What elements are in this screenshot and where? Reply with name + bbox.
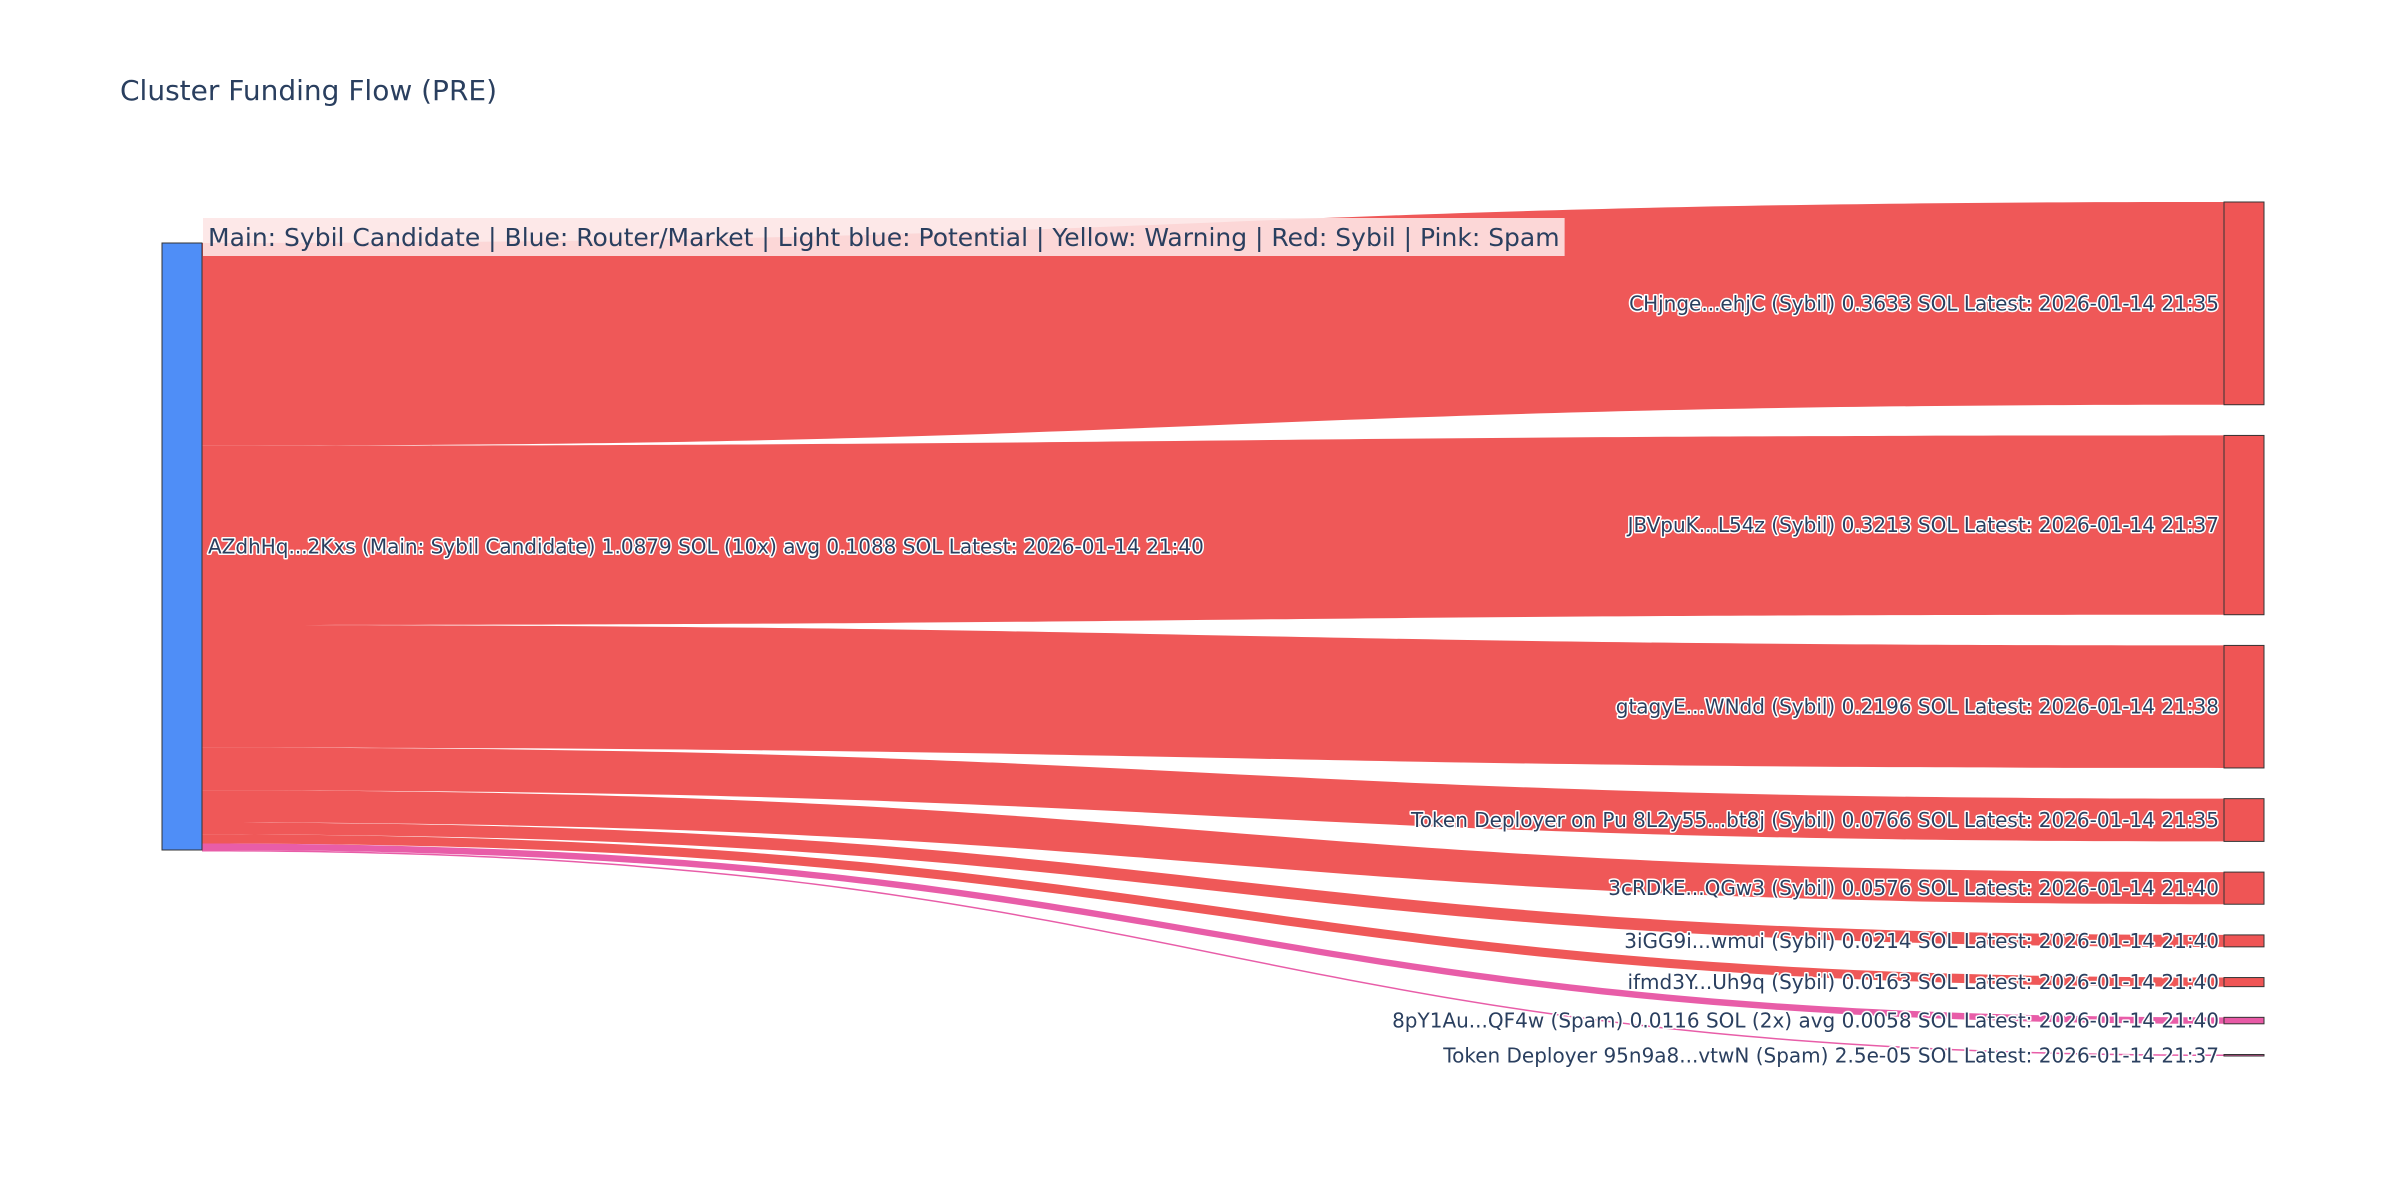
target-node — [2223, 201, 2265, 406]
target-node — [2223, 1054, 2265, 1057]
links-layer — [202, 202, 2224, 1056]
flow-link — [202, 625, 2224, 768]
target-node — [2223, 1016, 2265, 1025]
target-node — [2223, 644, 2265, 769]
source-node-label: AZdhHq...2Kxs (Main: Sybil Candidate) 1.… — [208, 535, 1204, 559]
target-node-label: 3iGG9i...wmui (Sybil) 0.0214 SOL Latest:… — [1624, 929, 2219, 953]
target-node — [2223, 434, 2265, 616]
target-node-label: 3cRDkE...QGw3 (Sybil) 0.0576 SOL Latest:… — [1608, 876, 2219, 900]
target-node — [2223, 977, 2265, 988]
labels-layer: CHjnge...ehjC (Sybil) 0.3633 SOL Latest:… — [207, 290, 2221, 1069]
target-node-label: JBVpuK...L54z (Sybil) 0.3213 SOL Latest:… — [1626, 513, 2219, 537]
flow-link — [202, 790, 2224, 905]
target-node-label: gtagyE...WNdd (Sybil) 0.2196 SOL Latest:… — [1616, 695, 2219, 719]
target-node-label: Token Deployer on Pu 8L2y55...bt8j (Sybi… — [1410, 808, 2219, 832]
target-node-label: CHjnge...ehjC (Sybil) 0.3633 SOL Latest:… — [1629, 291, 2219, 315]
target-node — [2223, 934, 2265, 948]
flow-link — [202, 843, 2224, 1024]
flow-link — [202, 849, 2224, 1056]
flow-link — [202, 202, 2224, 446]
flow-link — [202, 834, 2224, 987]
legend-layer: Main: Sybil Candidate | Blue: Router/Mar… — [203, 218, 1565, 256]
target-node-label: Token Deployer 95n9a8...vtwN (Spam) 2.5e… — [1442, 1043, 2219, 1067]
flow-link — [202, 435, 2224, 626]
target-node — [2223, 871, 2265, 905]
target-node — [2223, 798, 2265, 842]
flow-link — [202, 822, 2224, 947]
target-node-label: 8pY1Au...QF4w (Spam) 0.0116 SOL (2x) avg… — [1392, 1009, 2219, 1033]
chart-title: Cluster Funding Flow (PRE) — [120, 74, 497, 107]
legend-note-background — [203, 218, 1565, 256]
flow-link — [202, 747, 2224, 842]
nodes-layer — [161, 201, 2265, 1057]
legend-note: Main: Sybil Candidate | Blue: Router/Mar… — [208, 223, 1560, 252]
target-node-label: ifmd3Y...Uh9q (Sybil) 0.0163 SOL Latest:… — [1627, 970, 2219, 994]
source-node — [161, 242, 203, 851]
